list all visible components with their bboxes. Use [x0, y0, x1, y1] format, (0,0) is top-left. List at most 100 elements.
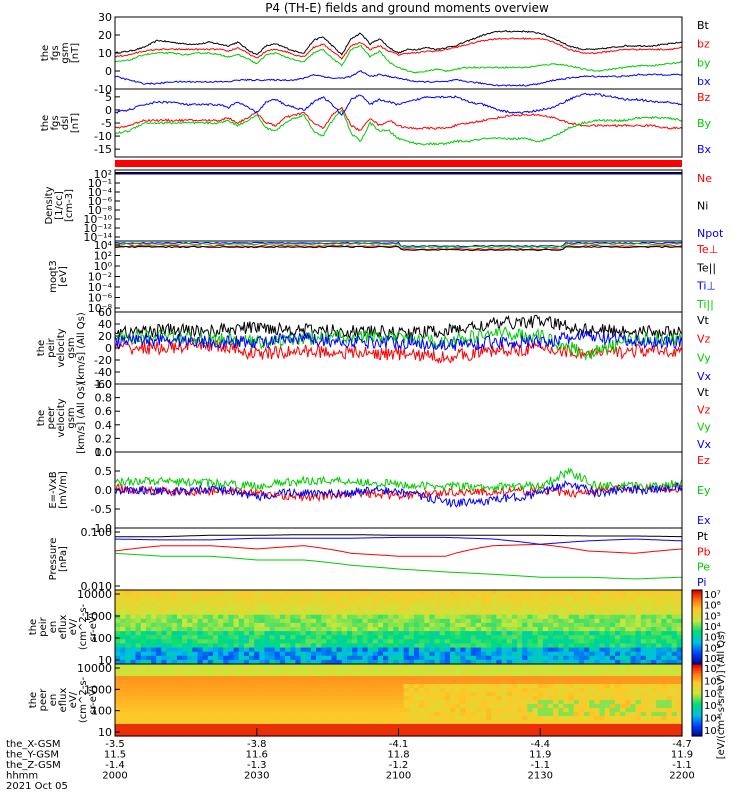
spectrogram-cell: [398, 692, 405, 697]
colorbar-tick: 10⁷: [704, 664, 721, 675]
spectrogram-cell: [290, 655, 297, 661]
spectrogram-cell: [676, 732, 683, 737]
spectrogram-cell: [156, 732, 162, 737]
spectrogram-cell: [377, 716, 384, 721]
spectrogram-cell: [207, 651, 214, 657]
spectrogram-cell: [279, 614, 286, 620]
spectrogram-cell: [347, 614, 353, 620]
spectrogram-cell: [120, 672, 126, 677]
spectrogram-cell: [357, 651, 364, 657]
spectrogram-cell: [496, 643, 503, 649]
spectrogram-cell: [125, 716, 132, 721]
legend-entry-Vz: Vz: [697, 333, 711, 346]
spectrogram-cell: [274, 639, 281, 644]
spectrogram-cell: [377, 700, 384, 705]
spectrogram-cell: [661, 594, 668, 599]
spectrogram-cell: [429, 668, 436, 673]
spectrogram-cell: [243, 610, 250, 616]
spectrogram-cell: [135, 631, 142, 636]
spectrogram-cell: [573, 651, 580, 657]
spectrogram-cell: [140, 606, 147, 612]
spectrogram-cell: [450, 643, 456, 649]
panel-ylabel: eV/: [68, 691, 79, 708]
spectrogram-cell: [481, 668, 487, 673]
spectrogram-cell: [377, 668, 384, 673]
spectrogram-cell: [517, 590, 523, 595]
spectrogram-cell: [377, 720, 384, 725]
spectrogram-cell: [285, 692, 291, 697]
spectrogram-cell: [290, 724, 297, 729]
spectrogram-cell: [295, 618, 302, 624]
spectrogram-cell: [326, 639, 333, 644]
spectrogram-cell: [506, 704, 513, 709]
spectrogram-cell: [398, 696, 405, 701]
spectrogram-cell: [341, 594, 348, 599]
spectrogram-cell: [594, 639, 601, 644]
spectrogram-cell: [182, 672, 188, 677]
spectrogram-cell: [444, 696, 451, 701]
spectrogram-cell: [517, 606, 523, 612]
spectrogram-cell: [331, 618, 338, 624]
spectrogram-cell: [563, 614, 570, 620]
spectrogram-cell: [615, 643, 621, 649]
spectrogram-cell: [223, 618, 229, 624]
spectrogram-cell: [279, 606, 286, 612]
y-tick-label: 0.6: [95, 405, 113, 418]
spectrogram-cell: [279, 684, 286, 689]
spectrogram-cell: [403, 728, 410, 733]
spectrogram-cell: [218, 708, 224, 713]
spectrogram-cell: [475, 655, 482, 661]
spectrogram-cell: [522, 688, 528, 693]
spectrogram-cell: [558, 724, 565, 729]
spectrogram-cell: [661, 659, 668, 665]
spectrogram-cell: [676, 728, 683, 733]
spectrogram-cell: [455, 712, 461, 717]
spectrogram-cell: [259, 684, 266, 689]
spectrogram-cell: [192, 647, 199, 653]
spectrogram-cell: [279, 655, 286, 661]
spectrogram-cell: [599, 598, 606, 603]
spectrogram-cell: [676, 622, 683, 628]
spectrogram-cell: [444, 639, 451, 644]
spectrogram-cell: [589, 627, 595, 632]
spectrogram-cell: [341, 590, 348, 595]
spectrogram-cell: [233, 684, 240, 689]
spectrogram-cell: [599, 676, 606, 681]
spectrogram-cell: [444, 614, 451, 620]
spectrogram-cell: [444, 618, 451, 624]
spectrogram-cell: [558, 708, 565, 713]
spectrogram-cell: [615, 664, 621, 669]
spectrogram-cell: [532, 631, 539, 636]
spectrogram-cell: [151, 627, 157, 632]
spectrogram-cell: [558, 631, 565, 636]
spectrogram-cell: [367, 680, 374, 685]
spectrogram-cell: [279, 728, 286, 733]
spectrogram-cell: [640, 643, 647, 649]
spectrogram-cell: [233, 692, 240, 697]
spectrogram-cell: [254, 594, 260, 599]
spectrogram-cell: [316, 622, 322, 628]
spectrogram-cell: [584, 732, 590, 737]
spectrogram-cell: [599, 688, 606, 693]
y-tick-label: 10⁴: [94, 239, 113, 252]
spectrogram-cell: [625, 598, 632, 603]
spectrogram-cell: [604, 622, 611, 628]
spectrogram-cell: [625, 659, 632, 665]
spectrogram-cell: [336, 664, 343, 669]
spectrogram-cell: [470, 720, 477, 725]
spectrogram-cell: [352, 724, 358, 729]
spectrogram-cell: [259, 672, 266, 677]
spectrogram-cell: [388, 655, 394, 661]
spectrogram-cell: [259, 618, 266, 624]
spectrogram-cell: [522, 732, 528, 737]
spectrogram-cell: [486, 704, 492, 709]
spectrogram-cell: [161, 720, 168, 725]
spectrogram-cell: [511, 712, 518, 717]
spectrogram-cell: [259, 639, 266, 644]
spectrogram-cell: [295, 594, 302, 599]
spectrogram-cell: [182, 700, 188, 705]
spectrogram-cell: [645, 631, 652, 636]
spectrogram-cell: [414, 668, 420, 673]
spectrogram-cell: [568, 655, 575, 661]
x-axis-value: 2030: [244, 771, 269, 782]
